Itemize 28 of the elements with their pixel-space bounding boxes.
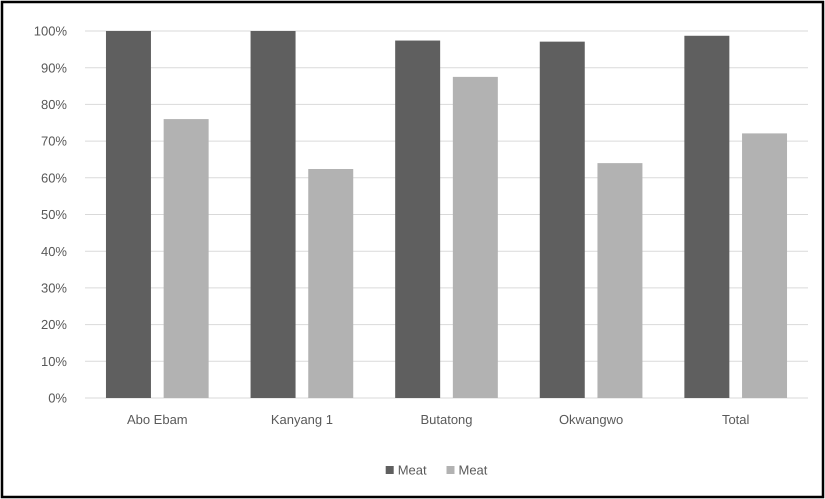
bar [308,168,354,398]
y-tick-label: 60% [40,170,68,186]
bar [540,42,585,398]
x-tick-label: Okwangwo [558,412,624,427]
bar [106,31,151,398]
bar [452,76,498,398]
y-tick-label: 50% [40,207,68,222]
bar [395,40,440,398]
bar [684,36,730,398]
x-tick-label: Abo Ebam [126,412,188,427]
bar [597,163,642,398]
legend-label: Meat [398,462,427,478]
y-tick-label: 30% [40,280,68,296]
legend-label: Meat [458,462,488,478]
y-tick-label: 70% [40,134,68,149]
x-tick-label: Butatong [420,412,473,427]
x-tick-label: Kanyang 1 [270,412,333,427]
y-tick-label: 90% [40,60,68,76]
bar [742,133,788,398]
y-tick-label: 0% [48,390,68,406]
y-tick-label: 10% [40,354,68,369]
y-tick-label: 40% [40,244,68,259]
y-tick-label: 20% [40,317,68,332]
y-tick-label: 80% [40,96,68,112]
bar [164,119,209,398]
bar [250,31,296,398]
y-tick-label: 100% [34,24,68,39]
x-tick-label: Total [722,412,750,427]
